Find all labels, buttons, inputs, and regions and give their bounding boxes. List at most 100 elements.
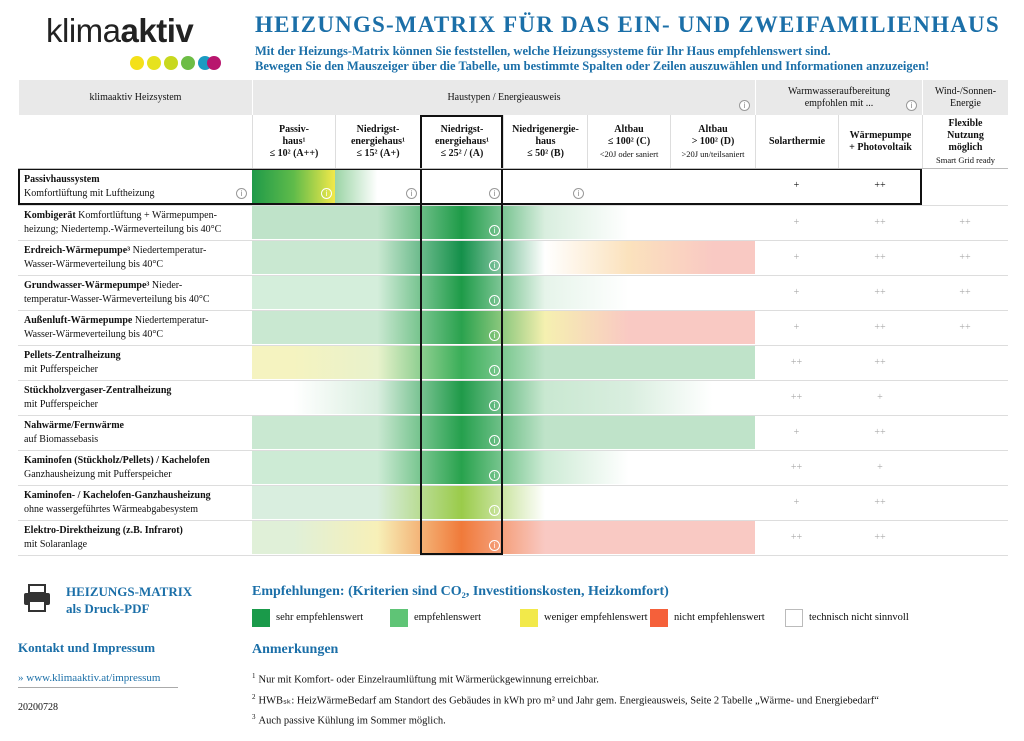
system-desc-line: Wasser-Wärmeverteilung bis 40°C [24, 328, 164, 340]
water-rating: ++ [790, 392, 803, 403]
system-name-line: Kombigerät Komfortlüftung + Wärmepumpen- [24, 209, 252, 223]
impressum-link[interactable]: » www.klimaaktiv.at/impressum [18, 672, 178, 688]
system-name-line: Elektro-Direktheizung (z.B. Infrarot) [24, 524, 252, 538]
info-icon[interactable]: i [489, 188, 500, 199]
column-header: Passiv-haus¹ ≤ 10² (A++) [252, 115, 335, 168]
system-name-line: Passivhaussystem [24, 173, 252, 187]
passiv-frame [18, 168, 922, 205]
column-header-line: ≤ 15² (A+) [356, 147, 400, 159]
system-desc: Nieder- [151, 279, 183, 291]
group-header-line: empfohlen mit ... [804, 97, 874, 109]
system-name-line: Stückholzvergaser-Zentralheizung [24, 384, 252, 398]
column-header-line: Smart Grid ready [935, 154, 995, 165]
pdf-link[interactable]: HEIZUNGS-MATRIX als Druck-PDF [66, 583, 192, 617]
column-header-line: Altbau [698, 123, 728, 135]
info-icon[interactable]: i [573, 188, 584, 199]
water-rating: ++ [959, 287, 971, 298]
water-rating: ++ [874, 322, 886, 333]
system-desc-line: mit Pufferspeicher [24, 398, 98, 410]
rating-band [252, 451, 755, 484]
water-rating: ++ [874, 357, 886, 368]
info-icon[interactable]: i [489, 540, 500, 551]
column-header: Solarthermie [755, 115, 838, 168]
system-name: Nahwärme/Fernwärme auf Biomassebasis [18, 415, 252, 450]
group-header: Warmwasseraufbereitung empfohlen mit ... [755, 80, 922, 115]
row-line [18, 310, 1008, 311]
notes-title: Anmerkungen [252, 642, 339, 657]
legend-swatch [252, 609, 270, 627]
column-header-line: haus¹ [282, 135, 306, 147]
notes: 1 Nur mit Komfort- oder Einzelraumlüftung… [252, 668, 1012, 730]
row-line [18, 555, 1008, 556]
rating-band [252, 486, 755, 519]
row-line [18, 205, 1008, 206]
system-name: Kaminofen- / Kachelofen-Ganzhausheizung o… [18, 485, 252, 520]
system-desc: Niedertemperatur- [132, 244, 207, 256]
column-header-line: + Photovoltaik [849, 141, 912, 153]
info-icon[interactable]: i [489, 260, 500, 271]
column-header-line: energiehaus¹ [350, 135, 406, 147]
system-desc-line: ohne wassergeführtes Wärmeabgabesystem [24, 503, 199, 515]
info-icon[interactable]: i [489, 400, 500, 411]
legend-swatch [785, 609, 803, 627]
print-icon[interactable] [22, 583, 52, 613]
column-header-line: Niedrigst- [356, 123, 400, 135]
matrix-table[interactable]: klimaaktiv Heizsystem Haustypen / Energie… [0, 0, 1024, 560]
system-title: Kombigerät [24, 209, 76, 221]
system-name-line: Kaminofen- / Kachelofen-Ganzhausheizung [24, 489, 252, 503]
info-icon[interactable]: i [489, 435, 500, 446]
logo[interactable]: klimaaktiv [46, 12, 194, 50]
note-text: Nur mit Komfort- oder Einzelraumlüftung … [258, 674, 599, 686]
info-icon[interactable]: i [489, 470, 500, 481]
rating-band [252, 521, 755, 554]
info-icon[interactable]: i [489, 365, 500, 376]
note-mark: 3 [252, 713, 256, 721]
column-header-line: >20J un/teilsaniert [681, 148, 745, 159]
info-icon[interactable]: i [906, 100, 917, 111]
column-header-line: <20J oder saniert [599, 148, 659, 159]
system-name: Kaminofen (Stückholz/Pellets) / Kachelof… [18, 450, 252, 485]
note-text: HWBₛₖ: HeizWärmeBedarf am Standort des G… [258, 695, 879, 706]
system-desc: Komfortlüftung + Wärmepumpen- [78, 209, 217, 221]
water-rating: ++ [874, 497, 886, 508]
row-line [18, 275, 1008, 276]
legend-swatch [390, 609, 408, 627]
system-name: Grundwasser-Wärmepumpe³ Nieder-temperatu… [18, 275, 252, 310]
info-icon[interactable]: i [406, 188, 417, 199]
info-icon[interactable]: i [489, 225, 500, 236]
column-header-line: Niedrigst- [440, 123, 484, 135]
rating-band [252, 381, 755, 414]
rating-band [252, 241, 755, 274]
system-name: Passivhaussystem Komfortlüftung mit Lufth… [18, 168, 252, 205]
water-rating: ++ [874, 427, 886, 438]
info-icon[interactable]: i [489, 330, 500, 341]
column-header: Flexible Nutzung möglich Smart Grid ready [922, 115, 1008, 168]
system-name-line: Erdreich-Wärmepumpe³ Niedertemperatur- [24, 244, 252, 258]
water-rating: + [793, 427, 800, 438]
water-rating: ++ [959, 217, 971, 228]
column-header-line: haus [535, 135, 556, 147]
water-rating: + [793, 252, 800, 263]
row-line [18, 380, 1008, 381]
system-title: Passivhaussystem [24, 173, 100, 185]
row-line [18, 485, 1008, 486]
column-header-line: Niedrigenergie- [512, 123, 579, 135]
note: 3 Auch passive Kühlung im Sommer möglich. [252, 709, 1012, 730]
pdf-line: als Druck-PDF [66, 601, 150, 616]
info-icon[interactable]: i [321, 188, 332, 199]
water-rating: + [793, 217, 800, 228]
info-icon[interactable]: i [739, 100, 750, 111]
info-icon[interactable]: i [489, 505, 500, 516]
info-icon[interactable]: i [236, 188, 247, 199]
system-title: Stückholzvergaser-Zentralheizung [24, 384, 172, 396]
pdf-line: HEIZUNGS-MATRIX [66, 584, 193, 599]
row-line [18, 450, 1008, 451]
column-header: Altbau ≤ 100² (C) <20J oder saniert [587, 115, 670, 168]
legend-label: sehr empfehlenswert [276, 612, 364, 623]
column-header-line: ≤ 100² (C) [607, 135, 651, 147]
column-header: Niedrigst-energiehaus¹ ≤ 15² (A+) [335, 115, 420, 168]
system-title: Kaminofen (Stückholz/Pellets) / Kachelof… [24, 454, 210, 466]
row-line [18, 415, 1008, 416]
legend: sehr empfehlenswert empfehlenswert weniger… [252, 609, 1012, 631]
info-icon[interactable]: i [489, 295, 500, 306]
